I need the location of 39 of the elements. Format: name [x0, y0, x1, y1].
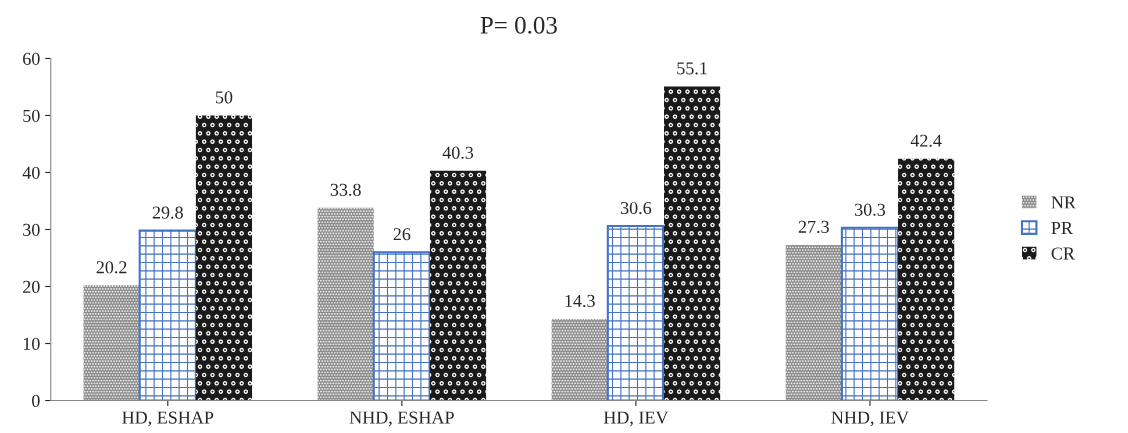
y-tick-label: 0	[32, 394, 40, 407]
bar	[83, 285, 140, 401]
legend-label: PR	[1051, 222, 1073, 234]
y-tick-label: 40	[22, 166, 40, 179]
bar	[606, 225, 666, 401]
y-tick-label: 60	[23, 52, 40, 65]
bar	[429, 170, 487, 401]
chart-title: P= 0.03	[480, 16, 557, 34]
y-tick-label: 50	[23, 109, 40, 122]
bar	[785, 244, 842, 401]
bar	[372, 251, 431, 401]
y-tick-label: 10	[23, 337, 40, 350]
bar	[317, 207, 374, 401]
x-tick-label: HD, ESHAP	[122, 411, 214, 427]
data-label: 29.8	[152, 206, 183, 219]
y-tick-label: 30	[23, 223, 40, 236]
data-label: 26	[393, 228, 411, 241]
data-label: 40.3	[442, 146, 474, 159]
data-label: 14.3	[565, 294, 595, 308]
data-label: 30.6	[620, 201, 652, 215]
data-label: 42.4	[910, 134, 942, 147]
data-label: 30.3	[855, 203, 886, 216]
x-tick-label: NHD, IEV	[831, 411, 909, 427]
bar	[551, 319, 608, 401]
legend-label: NR	[1051, 196, 1076, 209]
bar	[664, 86, 721, 401]
data-label: 55.1	[677, 62, 707, 75]
bar	[840, 226, 900, 401]
data-label: 33.8	[330, 183, 361, 196]
legend-label: CR	[1051, 247, 1075, 260]
x-tick-label: HD, IEV	[603, 411, 669, 427]
bar	[195, 115, 253, 401]
x-tick-label: NHD, ESHAP	[349, 411, 454, 427]
data-label: 27.3	[798, 220, 829, 233]
data-label: 20.2	[96, 261, 127, 274]
y-tick-label: 20	[23, 280, 40, 293]
bar	[898, 158, 955, 401]
data-label: 50	[215, 91, 233, 104]
bar	[138, 229, 197, 401]
